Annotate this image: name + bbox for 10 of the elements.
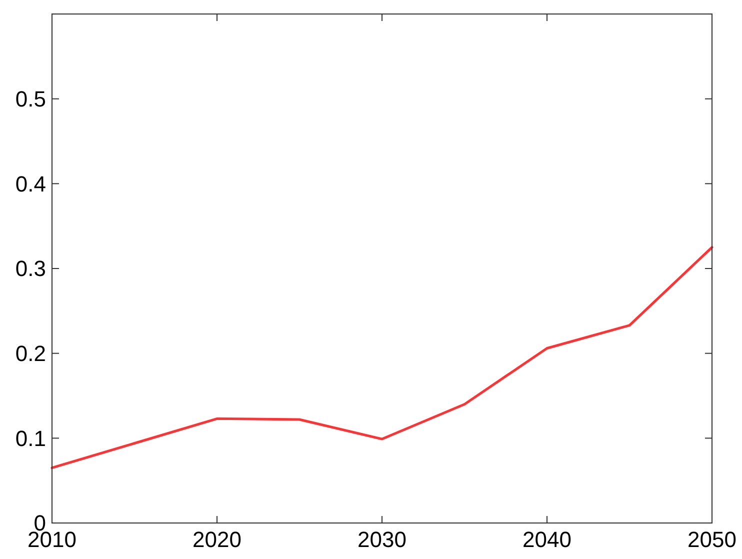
line-series (50, 246, 714, 470)
x-tick-label: 2050 (688, 527, 736, 552)
y-tick-label: 0.1 (15, 426, 46, 451)
y-tick-label: 0.3 (15, 256, 46, 282)
x-tick-label: 2020 (192, 527, 242, 552)
y-tick-label: 0.4 (15, 171, 46, 196)
y-tick-label: 0.2 (15, 341, 46, 366)
y-tick-label: 0.5 (15, 86, 46, 112)
x-tick-label: 2040 (522, 527, 572, 552)
x-tick-label: 2030 (358, 527, 406, 552)
